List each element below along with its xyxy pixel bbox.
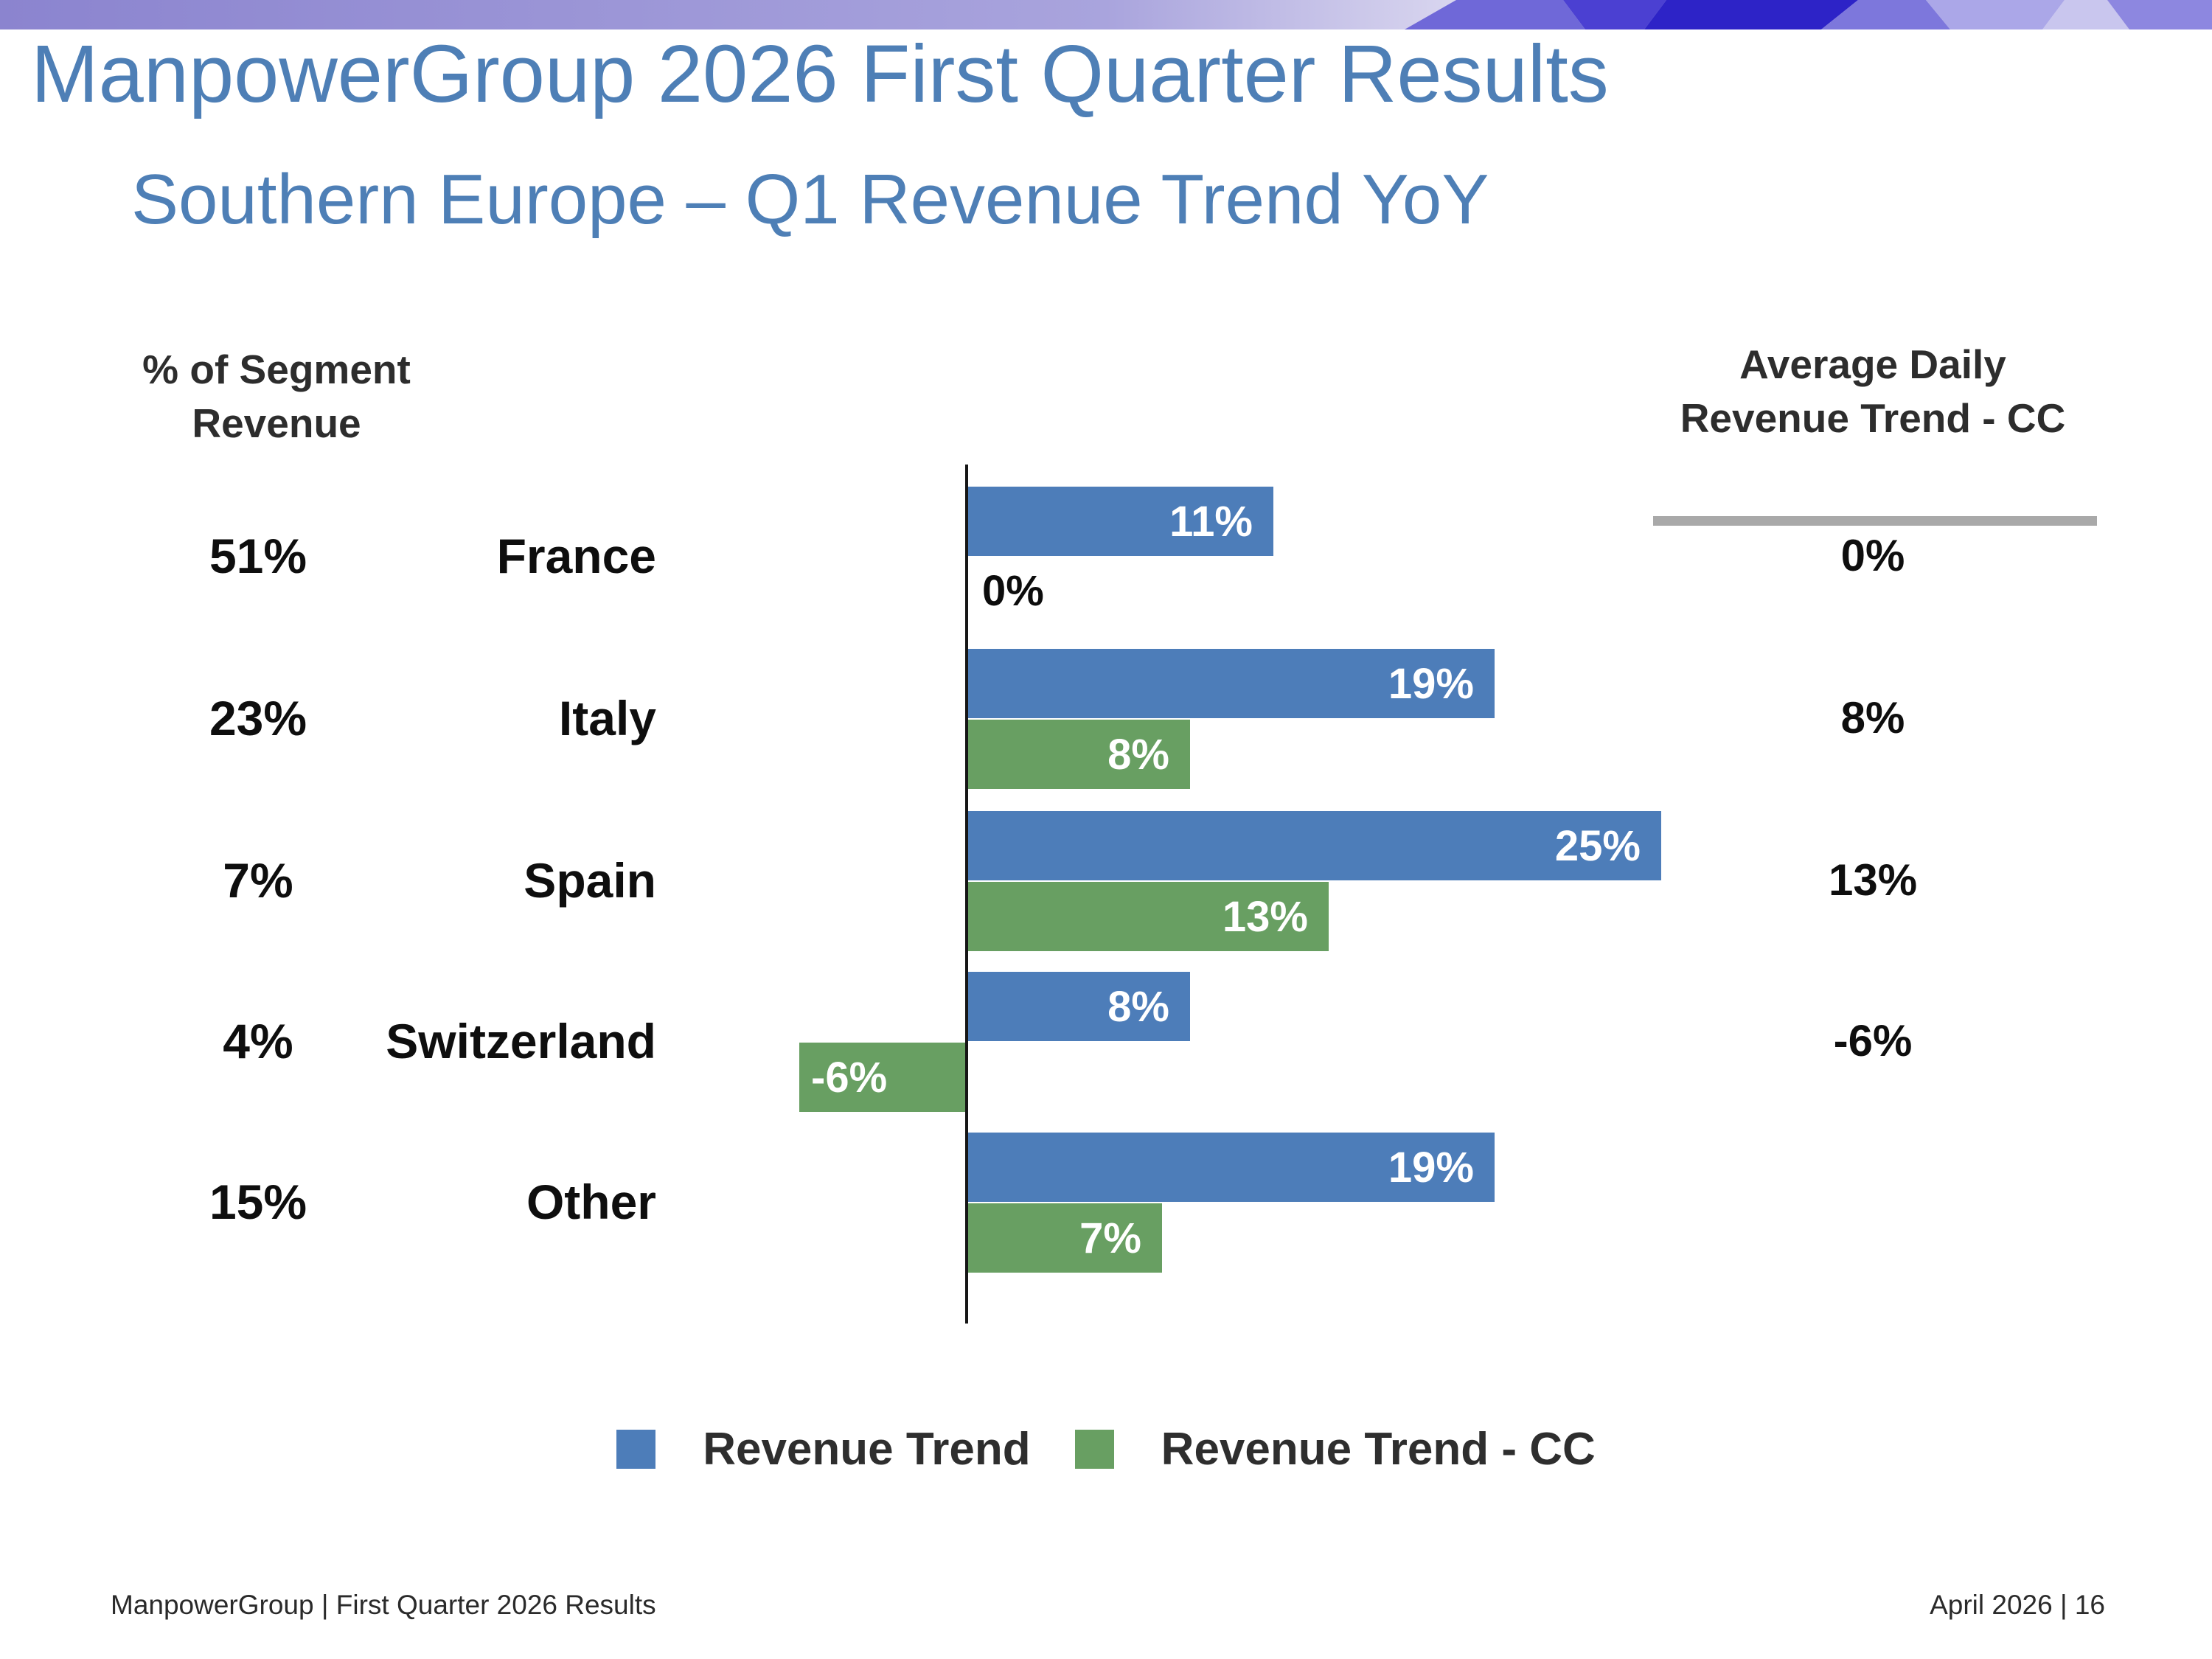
category-label-france: France: [496, 529, 656, 583]
revenue-trend-cc-bar: 8%: [968, 720, 1190, 789]
segment-revenue-value: 23%: [209, 691, 307, 745]
segment-revenue-header-line2: Revenue: [192, 400, 361, 447]
revenue-trend-bar-value: 25%: [1554, 821, 1641, 870]
avg-daily-revenue-trend-cc-value: 8%: [1840, 693, 1905, 742]
segment-revenue-value: 15%: [209, 1175, 307, 1229]
revenue-trend-bar-value: 19%: [1388, 1143, 1474, 1192]
avg-daily-header-underline: [1653, 516, 2097, 526]
revenue-trend-cc-zero-value: 0%: [982, 567, 1044, 615]
banner-shape: [1563, 0, 1666, 29]
avg-daily-revenue-trend-cc-value: -6%: [1833, 1016, 1913, 1065]
footer-deck-title: ManpowerGroup | First Quarter 2026 Resul…: [111, 1590, 656, 1620]
avg-daily-revenue-trend-cc-value: 13%: [1828, 855, 1918, 905]
avg-daily-header-line1: Average Daily: [1739, 341, 2006, 387]
revenue-trend-bar: 19%: [968, 649, 1495, 718]
slide-subtitle: Southern Europe – Q1 Revenue Trend YoY: [131, 160, 1489, 239]
legend-label-revenue-trend: Revenue Trend: [703, 1424, 1031, 1475]
banner-shape: [1926, 0, 2065, 29]
banner-shape: [2107, 0, 2212, 29]
revenue-trend-bar-value: 11%: [1169, 497, 1253, 546]
segment-revenue-value: 4%: [223, 1014, 293, 1068]
revenue-trend-bar: 11%: [968, 487, 1273, 556]
revenue-trend-bar: 19%: [968, 1133, 1495, 1202]
revenue-trend-cc-bar-negative: -6%: [799, 1043, 966, 1112]
banner-shape: [1821, 0, 1950, 29]
revenue-trend-bar-value: 8%: [1107, 982, 1169, 1031]
banner-shape: [1405, 0, 1585, 29]
revenue-trend-bar: 25%: [968, 811, 1661, 880]
segment-revenue-value: 7%: [223, 853, 293, 908]
revenue-trend-bar: 8%: [968, 972, 1190, 1041]
revenue-trend-cc-bar-value: 8%: [1107, 730, 1169, 779]
banner-decoration: [0, 0, 2212, 29]
banner-shape: [1644, 0, 1858, 29]
legend-swatch-revenue-trend-cc: [1074, 1430, 1114, 1469]
slide-title: ManpowerGroup 2026 First Quarter Results: [31, 29, 1609, 119]
revenue-trend-cc-bar: 13%: [968, 882, 1329, 951]
revenue-trend-cc-bar-value: 7%: [1079, 1214, 1141, 1262]
category-label-spain: Spain: [524, 853, 656, 908]
revenue-trend-cc-bar-value: -6%: [811, 1053, 888, 1102]
category-label-switzerland: Switzerland: [386, 1014, 656, 1068]
avg-daily-revenue-column-header: Average Daily Revenue Trend - CC: [1618, 338, 2127, 445]
segment-revenue-value: 51%: [209, 529, 307, 583]
banner-shape: [2042, 0, 2129, 29]
category-label-other: Other: [526, 1175, 656, 1229]
revenue-trend-bar-value: 19%: [1388, 659, 1474, 708]
footer-date-page: April 2026 | 16: [1930, 1590, 2105, 1620]
chart-zero-axis: [965, 465, 968, 1324]
legend-swatch-revenue-trend: [616, 1430, 656, 1469]
category-label-italy: Italy: [558, 691, 656, 745]
legend-label-revenue-trend-cc: Revenue Trend - CC: [1161, 1424, 1596, 1475]
chart-legend: Revenue Trend Revenue Trend - CC: [0, 1423, 2212, 1475]
revenue-trend-cc-bar: 7%: [968, 1203, 1162, 1273]
avg-daily-revenue-trend-cc-value: 0%: [1840, 531, 1905, 580]
segment-revenue-header-line1: % of Segment: [142, 347, 411, 392]
segment-revenue-column-header: % of Segment Revenue: [88, 343, 465, 451]
avg-daily-header-line2: Revenue Trend - CC: [1680, 395, 2066, 442]
revenue-trend-cc-bar-value: 13%: [1222, 892, 1308, 941]
